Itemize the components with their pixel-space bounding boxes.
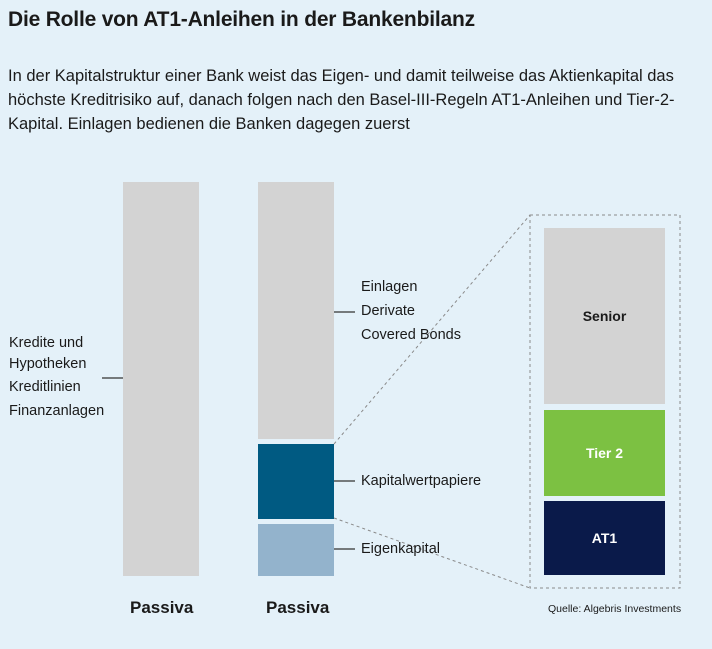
senior-label: Senior: [582, 308, 627, 324]
tier2-bar: Tier 2: [544, 410, 665, 496]
zoom-box: [529, 214, 681, 589]
assets-item-2: Hypotheken: [9, 356, 87, 372]
chart-title: Die Rolle von AT1-Anleihen in der Banken…: [8, 8, 475, 31]
assets-item-1: Kredite und: [9, 335, 84, 351]
equity-label: Eigenkapital: [361, 541, 440, 557]
liabilities-item-2: Derivate: [361, 303, 415, 319]
senior-bar: Senior: [544, 228, 665, 404]
zoom-connector-top: [333, 214, 531, 445]
capital-securities-label: Kapitalwertpapiere: [361, 473, 482, 489]
liabilities-item-1: Einlagen: [361, 279, 418, 295]
assets-item-3: Kreditlinien: [9, 379, 81, 395]
liabilities-item-3: Covered Bonds: [361, 327, 461, 343]
assets-column-label: Passiva: [130, 598, 194, 617]
equity-bar: [258, 524, 334, 576]
liabilities-column-label: Passiva: [266, 598, 330, 617]
zoom-connector-bottom: [333, 517, 531, 589]
at1-label: AT1: [591, 530, 618, 546]
assets-bar: [123, 182, 199, 576]
intro-text: In der Kapitalstruktur einer Bank weist …: [8, 67, 675, 133]
liabilities-bar: [258, 182, 334, 439]
tier2-label: Tier 2: [585, 445, 624, 461]
source-note: Quelle: Algebris Investments: [548, 603, 682, 615]
at1-bar: AT1: [544, 501, 665, 575]
capital-securities-bar: [258, 444, 334, 519]
assets-item-4: Finanzanlagen: [9, 403, 105, 419]
